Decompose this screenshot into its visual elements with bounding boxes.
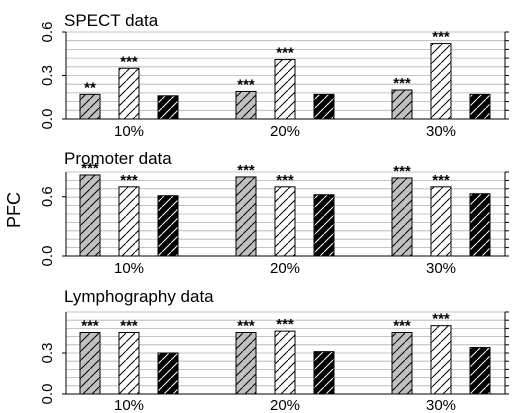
significance-label: ** <box>84 79 96 96</box>
x-tick-label: 30% <box>426 260 456 277</box>
bar-hatch <box>119 68 139 119</box>
bar-hatch <box>119 332 139 394</box>
y-axis-label: PFC <box>4 192 24 228</box>
bar-hatch <box>158 95 178 119</box>
bar-hatch <box>275 186 295 256</box>
significance-label: *** <box>120 318 138 335</box>
significance-label: *** <box>120 172 138 189</box>
bar-hatch <box>236 91 256 119</box>
x-tick-label: 30% <box>426 123 456 140</box>
x-tick-label: 10% <box>114 260 144 277</box>
bar-hatch <box>119 186 139 256</box>
bar-hatch <box>275 59 295 119</box>
bar-hatch <box>80 174 100 256</box>
significance-label: *** <box>237 76 255 93</box>
bar-hatch <box>431 186 451 256</box>
bar-hatch <box>236 332 256 394</box>
significance-label: *** <box>81 160 99 177</box>
bar-hatch <box>392 177 412 256</box>
y-tick-label: 0.6 <box>39 186 56 207</box>
bar-hatch <box>470 347 490 394</box>
x-tick-label: 30% <box>426 397 456 413</box>
bar-hatch <box>314 194 334 256</box>
bar-hatch <box>431 325 451 394</box>
significance-label: *** <box>276 172 294 189</box>
chart-title: Lymphography data <box>64 287 214 306</box>
significance-label: *** <box>237 162 255 179</box>
chart-title: SPECT data <box>64 11 159 30</box>
x-tick-label: 10% <box>114 123 144 140</box>
significance-label: *** <box>393 318 411 335</box>
significance-label: *** <box>120 53 138 70</box>
chart-panel: Lymphography data 0.0 0.3 *** *** 10% *** *** 20… <box>39 287 509 413</box>
significance-label: *** <box>432 29 450 46</box>
chart-panel: SPECT data0.00.30.6*****10%******20%****… <box>39 11 509 140</box>
significance-label: *** <box>432 172 450 189</box>
y-tick-label: 0.0 <box>39 384 56 405</box>
significance-label: *** <box>276 316 294 333</box>
bar-hatch <box>314 94 334 119</box>
significance-label: *** <box>237 318 255 335</box>
significance-label: *** <box>393 75 411 92</box>
significance-label: *** <box>432 311 450 328</box>
x-tick-label: 20% <box>270 123 300 140</box>
bar-hatch <box>392 332 412 394</box>
bar-hatch <box>392 90 412 119</box>
x-tick-label: 20% <box>270 397 300 413</box>
chart-title: Promoter data <box>64 149 172 168</box>
y-tick-label: 0.3 <box>39 343 56 364</box>
y-tick-label: 0.0 <box>39 109 56 130</box>
x-tick-label: 10% <box>114 397 144 413</box>
y-tick-label: 0.3 <box>39 65 56 86</box>
significance-label: *** <box>393 163 411 180</box>
bar-hatch <box>470 94 490 119</box>
significance-label: *** <box>276 45 294 62</box>
chart-panel: Promoter data 0.0 0.6 *** *** 10% *** *** 20% ***… <box>39 149 509 277</box>
significance-label: *** <box>81 318 99 335</box>
y-tick-label: 0.6 <box>39 22 56 43</box>
y-tick-label: 0.0 <box>39 246 56 267</box>
bar-hatch <box>236 176 256 256</box>
x-tick-label: 20% <box>270 260 300 277</box>
bar-hatch <box>314 351 334 394</box>
bar-hatch <box>470 193 490 256</box>
bar-hatch <box>80 94 100 119</box>
bar-hatch <box>158 195 178 256</box>
bar-hatch <box>275 331 295 394</box>
bar-hatch <box>431 43 451 119</box>
bar-hatch <box>158 353 178 394</box>
bar-hatch <box>80 332 100 394</box>
